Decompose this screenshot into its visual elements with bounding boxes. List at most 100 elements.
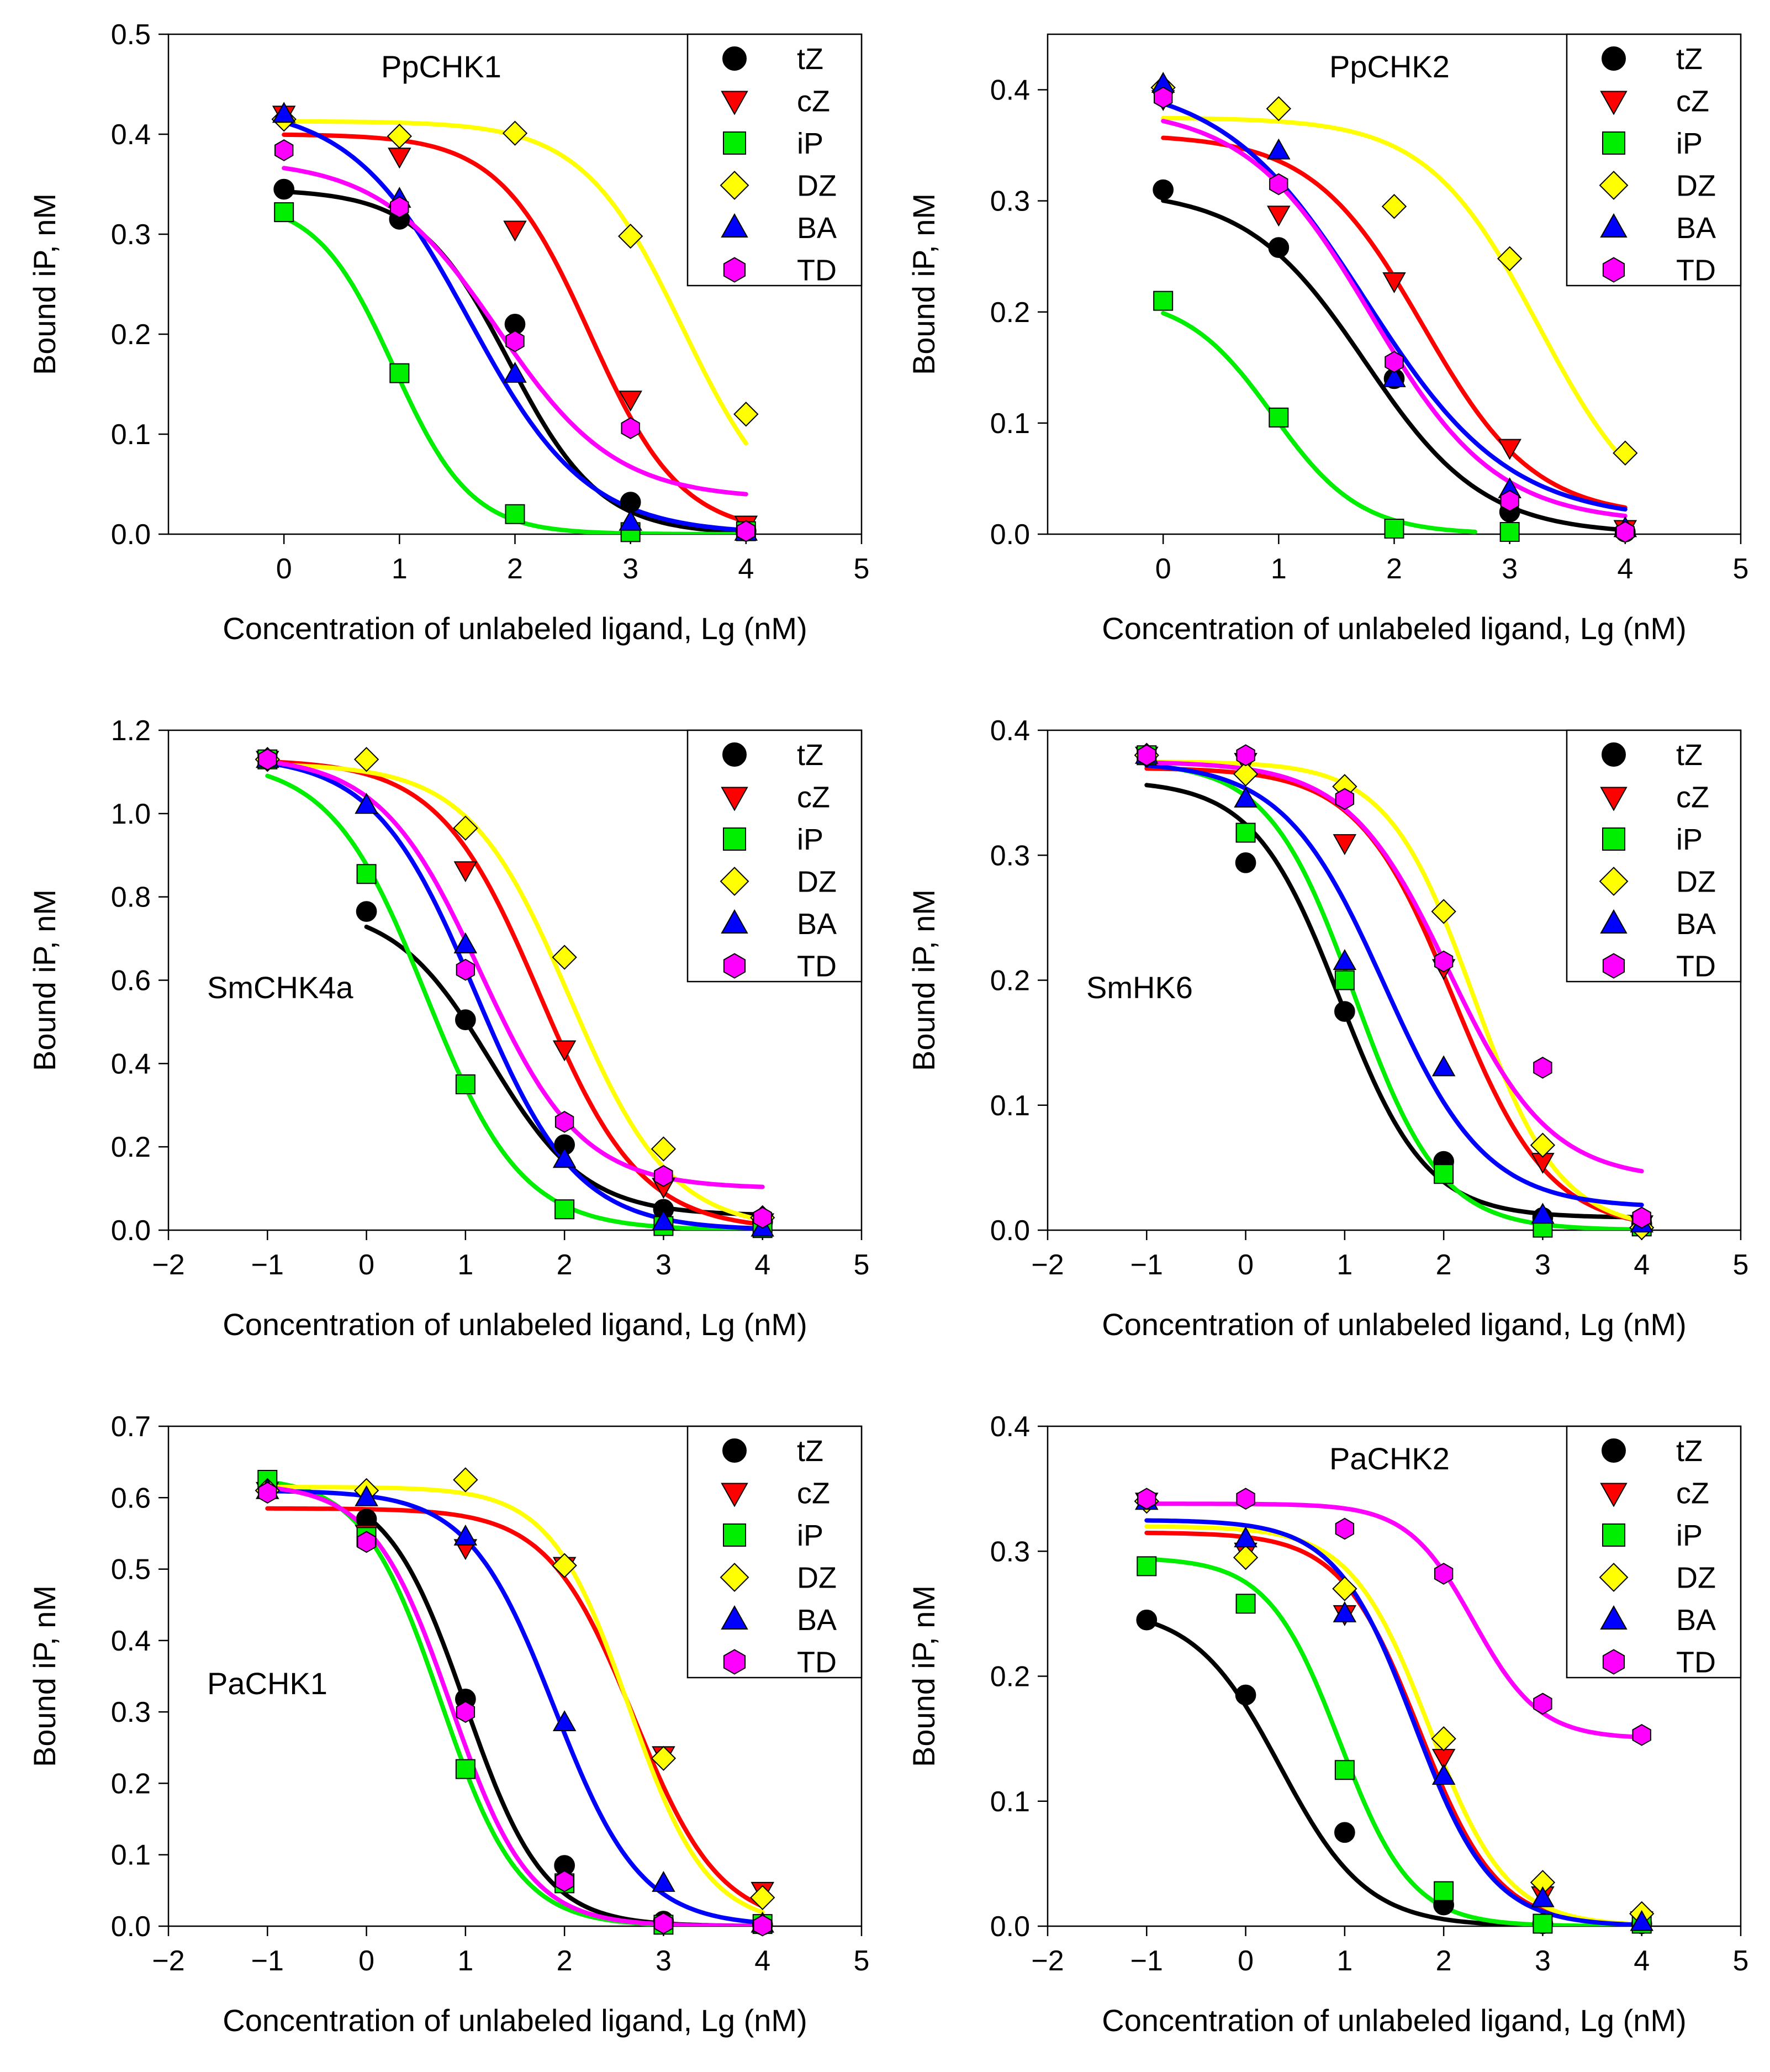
panel-title: SmHK6 xyxy=(1086,970,1193,1005)
legend-label-cZ: cZ xyxy=(797,1477,830,1510)
fit-curve-BA xyxy=(1144,763,1644,1208)
panel-title: SmCHK4a xyxy=(207,970,353,1005)
x-tick-label: 1 xyxy=(457,1945,473,1977)
x-axis-title: Concentration of unlabeled ligand, Lg (n… xyxy=(223,1307,807,1342)
legend-box xyxy=(686,33,863,287)
legend: tZ cZ iP DZ BA TD xyxy=(686,729,863,983)
fit-curve-cZ xyxy=(1161,135,1628,510)
y-axis-title: Bound iP, nM xyxy=(906,889,941,1071)
legend-marker-BA xyxy=(1600,909,1628,934)
x-tick-label: 5 xyxy=(854,553,870,585)
data-point-DZ xyxy=(651,1136,677,1162)
data-point-tZ xyxy=(1235,852,1256,873)
x-tick-label: 2 xyxy=(1386,553,1402,585)
data-point-BA xyxy=(552,1147,577,1168)
x-tick-label: 2 xyxy=(1436,1945,1452,1977)
y-tick-label: 0.1 xyxy=(990,408,1030,440)
fit-curve-iP xyxy=(1144,763,1644,1230)
data-point-TD xyxy=(736,520,755,542)
data-point-TD xyxy=(1533,1057,1552,1079)
x-tick-label: 2 xyxy=(507,553,523,585)
data-point-TD xyxy=(1615,521,1635,543)
legend-marker-DZ xyxy=(720,1563,749,1592)
y-tick-label: 0.2 xyxy=(990,1661,1030,1693)
x-tick-label: −2 xyxy=(1031,1945,1064,1977)
y-axis-title: Bound iP, nM xyxy=(27,193,62,375)
data-point-tZ xyxy=(1235,1684,1256,1706)
data-point-DZ xyxy=(1530,1132,1556,1158)
x-tick-label: 1 xyxy=(457,1249,473,1281)
data-point-cZ xyxy=(552,1040,577,1062)
legend-marker-TD xyxy=(723,1649,746,1675)
fit-curve-BA xyxy=(1161,101,1628,512)
data-point-BA xyxy=(453,932,478,953)
fit-curve-TD xyxy=(1144,1501,1644,1739)
data-point-TD xyxy=(456,1701,475,1723)
x-tick-label: 3 xyxy=(656,1249,672,1281)
data-point-iP xyxy=(1334,970,1355,990)
data-point-DZ xyxy=(552,1553,577,1578)
data-point-cZ xyxy=(1267,205,1291,227)
data-point-tZ xyxy=(455,1009,476,1030)
x-tick-label: 5 xyxy=(1733,1945,1749,1977)
data-point-TD xyxy=(1434,950,1454,973)
legend: tZ cZ iP DZ BA TD xyxy=(686,1425,863,1679)
data-point-DZ xyxy=(1233,1544,1259,1570)
legend-label-DZ: DZ xyxy=(1676,866,1716,899)
data-point-tZ xyxy=(1268,237,1290,258)
x-tick-label: 4 xyxy=(754,1945,770,1977)
data-point-cZ xyxy=(1333,834,1357,856)
legend-label-iP: iP xyxy=(797,823,823,856)
data-point-BA xyxy=(1630,1910,1653,1931)
fit-curve-DZ xyxy=(1161,115,1628,464)
y-tick-label: 0.5 xyxy=(111,1554,151,1586)
data-point-DZ xyxy=(552,945,577,970)
data-point-DZ xyxy=(353,747,379,772)
data-point-BA xyxy=(1382,366,1406,387)
legend-marker-TD xyxy=(723,257,746,283)
data-point-DZ xyxy=(733,402,759,427)
legend-box xyxy=(686,1425,863,1679)
x-tick-label: 0 xyxy=(1238,1249,1254,1281)
fit-curve-iP xyxy=(265,773,765,1230)
y-axis-title: Bound iP, nM xyxy=(27,889,62,1071)
fit-curve-BA xyxy=(265,1489,765,1925)
y-tick-label: 0.1 xyxy=(111,419,151,451)
x-tick-label: 4 xyxy=(1634,1249,1650,1281)
data-point-iP xyxy=(1334,1760,1355,1780)
y-axis-title: Bound iP, nM xyxy=(27,1585,62,1767)
data-point-TD xyxy=(753,1206,772,1229)
y-tick-label: 0.4 xyxy=(990,75,1030,107)
fit-curve-BA xyxy=(282,120,748,533)
legend-label-TD: TD xyxy=(1676,1646,1716,1679)
legend-label-DZ: DZ xyxy=(1676,1562,1716,1595)
y-tick-label: 0.0 xyxy=(111,1215,151,1247)
legend-label-iP: iP xyxy=(797,127,823,160)
legend-marker-DZ xyxy=(1599,867,1629,896)
data-point-cZ xyxy=(503,220,527,242)
legend-label-cZ: cZ xyxy=(1676,1477,1709,1510)
y-tick-label: 0.0 xyxy=(111,1911,151,1943)
panel-title: PpCHK1 xyxy=(381,49,501,84)
data-point-TD xyxy=(753,1914,772,1937)
data-point-iP xyxy=(554,1199,575,1220)
fit-curve-TD xyxy=(265,1485,765,1926)
data-point-iP xyxy=(1533,1913,1553,1934)
data-point-iP xyxy=(1434,1881,1454,1901)
x-tick-label: 5 xyxy=(1733,1249,1749,1281)
legend-marker-TD xyxy=(1602,257,1625,283)
legend-marker-tZ xyxy=(722,1438,747,1463)
data-point-DZ xyxy=(1381,194,1407,219)
y-tick-label: 0.2 xyxy=(111,319,151,351)
y-tick-label: 0.4 xyxy=(111,1048,151,1080)
data-point-BA xyxy=(355,1485,378,1506)
data-point-TD xyxy=(1137,744,1156,767)
legend-label-tZ: tZ xyxy=(1676,43,1703,76)
legend-label-BA: BA xyxy=(797,908,837,941)
data-point-tZ xyxy=(1136,1609,1158,1631)
data-point-TD xyxy=(1236,744,1255,767)
data-point-BA xyxy=(1333,1601,1357,1622)
y-tick-label: 0.1 xyxy=(111,1839,151,1871)
data-point-iP xyxy=(389,363,410,383)
legend-label-iP: iP xyxy=(1676,823,1703,856)
